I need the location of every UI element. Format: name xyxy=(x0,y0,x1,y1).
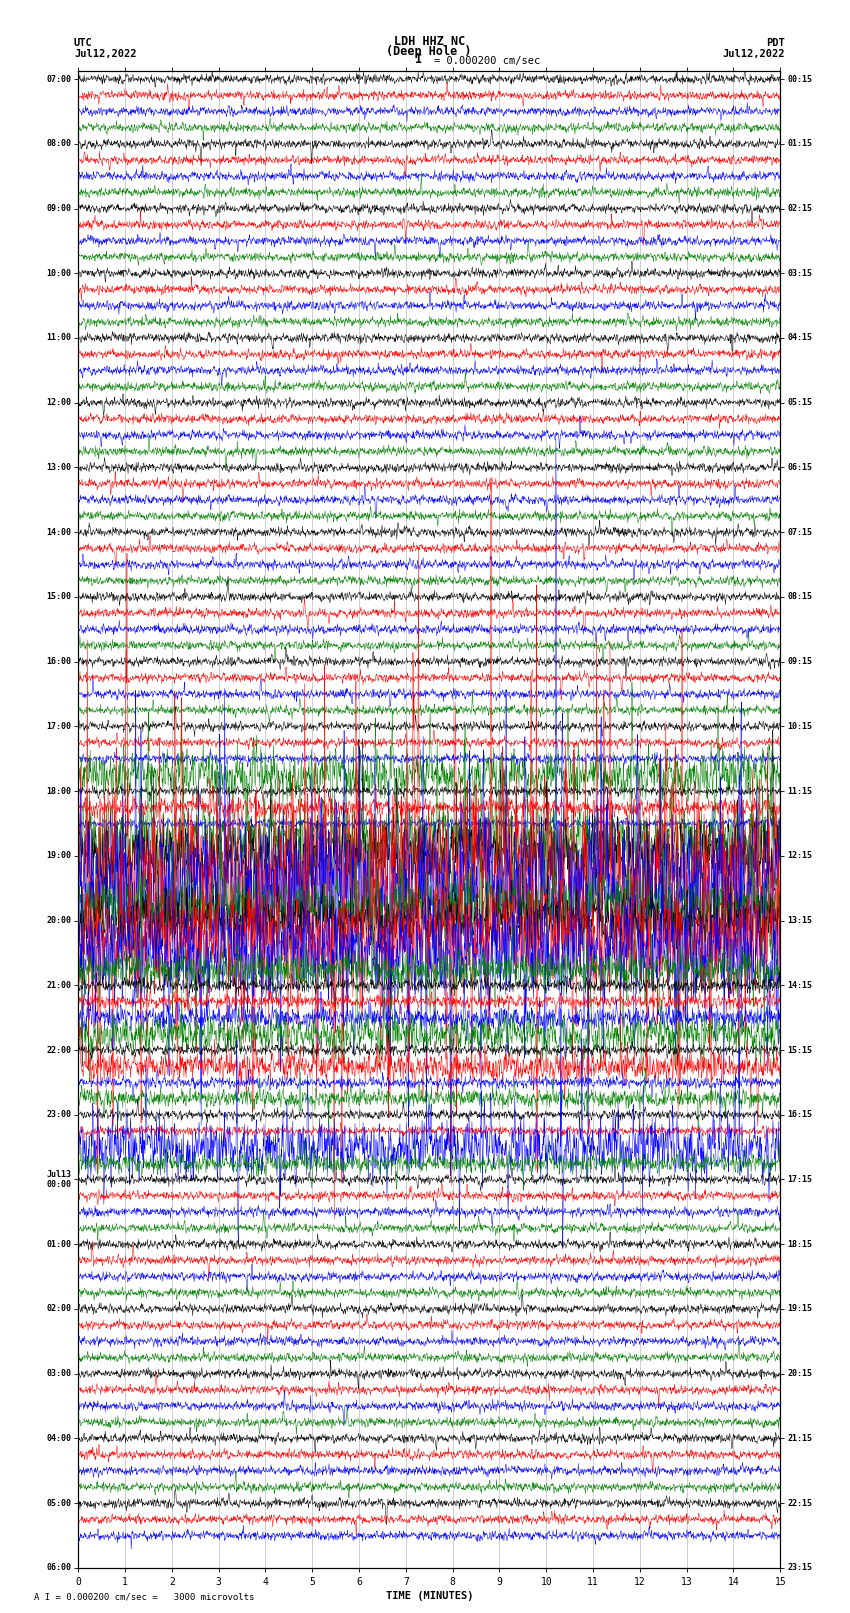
Text: (Deep Hole ): (Deep Hole ) xyxy=(387,45,472,58)
Text: = 0.000200 cm/sec: = 0.000200 cm/sec xyxy=(434,56,540,66)
Text: UTC: UTC xyxy=(74,39,93,48)
Text: A I = 0.000200 cm/sec =   3000 microvolts: A I = 0.000200 cm/sec = 3000 microvolts xyxy=(34,1592,254,1602)
X-axis label: TIME (MINUTES): TIME (MINUTES) xyxy=(386,1590,473,1602)
Text: Jul12,2022: Jul12,2022 xyxy=(74,48,137,58)
Text: Jul12,2022: Jul12,2022 xyxy=(722,48,785,58)
Text: PDT: PDT xyxy=(766,39,785,48)
Text: LDH HHZ NC: LDH HHZ NC xyxy=(394,35,465,48)
Text: I: I xyxy=(416,53,422,66)
